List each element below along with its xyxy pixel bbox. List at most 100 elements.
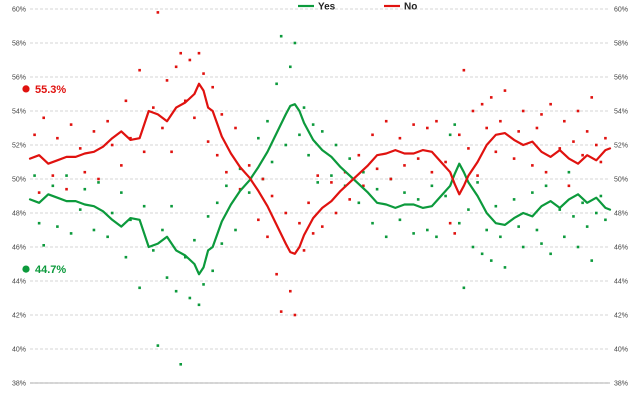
poll-point-no xyxy=(183,99,187,103)
poll-point-yes xyxy=(499,235,502,239)
legend-label-yes: Yes xyxy=(318,2,336,13)
y-tick-label-right: 58% xyxy=(614,41,628,48)
poll-point-no xyxy=(320,225,324,228)
poll-point-no xyxy=(567,184,571,188)
poll-point-yes xyxy=(320,130,324,133)
poll-point-yes xyxy=(165,276,169,279)
y-tick-label-left: 44% xyxy=(12,279,26,286)
poll-point-no xyxy=(604,136,607,140)
poll-point-yes xyxy=(247,191,251,194)
poll-point-no xyxy=(362,184,365,188)
poll-point-no xyxy=(92,130,96,133)
poll-point-yes xyxy=(503,266,507,269)
poll-point-yes xyxy=(211,269,214,273)
y-tick-label-right: 52% xyxy=(614,143,628,150)
poll-point-no xyxy=(448,221,452,225)
poll-point-yes xyxy=(567,170,571,174)
poll-point-yes xyxy=(581,201,584,205)
poll-point-yes xyxy=(234,228,237,232)
poll-point-yes xyxy=(512,198,516,201)
poll-point-yes xyxy=(467,208,470,211)
poll-point-no xyxy=(156,11,160,14)
poll-point-no xyxy=(170,150,173,154)
poll-point-yes xyxy=(375,187,379,191)
poll-point-yes xyxy=(489,259,493,262)
poll-point-yes xyxy=(435,235,438,239)
poll-point-no xyxy=(307,201,310,205)
y-tick-label-left: 38% xyxy=(12,381,26,388)
poll-points xyxy=(33,11,607,366)
poll-point-yes xyxy=(476,181,479,184)
legend-label-no: No xyxy=(404,2,417,13)
poll-point-no xyxy=(499,119,502,123)
poll-point-yes xyxy=(480,252,484,256)
poll-point-no xyxy=(56,136,59,140)
poll-point-no xyxy=(124,99,128,103)
poll-point-no xyxy=(435,119,438,123)
poll-point-no xyxy=(311,232,315,235)
poll-point-no xyxy=(215,153,219,157)
poll-point-yes xyxy=(494,204,498,208)
poll-point-no xyxy=(138,68,141,72)
poll-point-yes xyxy=(275,82,278,86)
y-tick-label-left: 52% xyxy=(12,143,26,150)
trend-line-yes xyxy=(28,103,612,276)
poll-point-no xyxy=(531,164,534,167)
poll-point-no xyxy=(357,153,361,157)
poll-point-no xyxy=(298,221,301,225)
poll-point-no xyxy=(179,51,183,55)
poll-point-no xyxy=(457,133,461,137)
poll-point-no xyxy=(69,123,73,126)
poll-point-no xyxy=(485,126,488,130)
poll-point-no xyxy=(412,123,415,126)
y-tick-label-right: 42% xyxy=(614,313,628,320)
y-tick-label-right: 48% xyxy=(614,211,628,218)
poll-point-yes xyxy=(595,211,598,215)
poll-point-yes xyxy=(348,157,351,160)
poll-point-no xyxy=(275,272,278,276)
poll-point-no xyxy=(467,147,470,150)
poll-point-yes xyxy=(215,201,219,205)
poll-point-no xyxy=(120,164,123,167)
poll-point-yes xyxy=(334,143,338,147)
poll-point-yes xyxy=(42,244,45,247)
poll-point-yes xyxy=(65,174,68,177)
poll-point-no xyxy=(517,130,520,133)
poll-point-no xyxy=(225,170,228,174)
y-tick-label-left: 46% xyxy=(12,245,26,252)
poll-point-yes xyxy=(549,252,552,256)
poll-point-no xyxy=(389,177,393,181)
poll-point-yes xyxy=(430,184,434,188)
poll-point-no xyxy=(293,313,297,317)
grid-lines xyxy=(30,8,610,384)
poll-point-yes xyxy=(179,363,183,366)
poll-point-no xyxy=(544,170,548,174)
poll-point-no xyxy=(398,136,402,140)
poll-point-no xyxy=(599,160,603,164)
poll-point-no xyxy=(334,211,338,215)
poll-point-no xyxy=(558,147,562,150)
poll-point-no xyxy=(78,147,82,150)
poll-point-no xyxy=(371,133,374,137)
trend-lines xyxy=(28,82,612,276)
poll-point-yes xyxy=(110,211,114,215)
poll-point-yes xyxy=(170,204,173,208)
y-tick-label-right: 54% xyxy=(614,109,628,116)
poll-point-no xyxy=(110,143,114,147)
poll-point-no xyxy=(238,187,242,191)
y-tick-label-right: 50% xyxy=(614,177,628,184)
poll-point-yes xyxy=(521,245,525,249)
poll-point-yes xyxy=(412,232,415,235)
y-tick-label-left: 56% xyxy=(12,75,26,82)
poll-point-no xyxy=(330,181,333,184)
poll-point-yes xyxy=(590,259,594,262)
poll-point-yes xyxy=(33,174,36,177)
poll-point-no xyxy=(416,157,420,160)
poll-point-no xyxy=(480,102,484,106)
poll-point-yes xyxy=(403,191,406,194)
poll-point-yes xyxy=(311,123,315,126)
end-marker-no xyxy=(22,85,30,93)
poll-point-no xyxy=(174,65,178,69)
poll-point-no xyxy=(270,194,274,198)
poll-point-yes xyxy=(604,218,607,222)
